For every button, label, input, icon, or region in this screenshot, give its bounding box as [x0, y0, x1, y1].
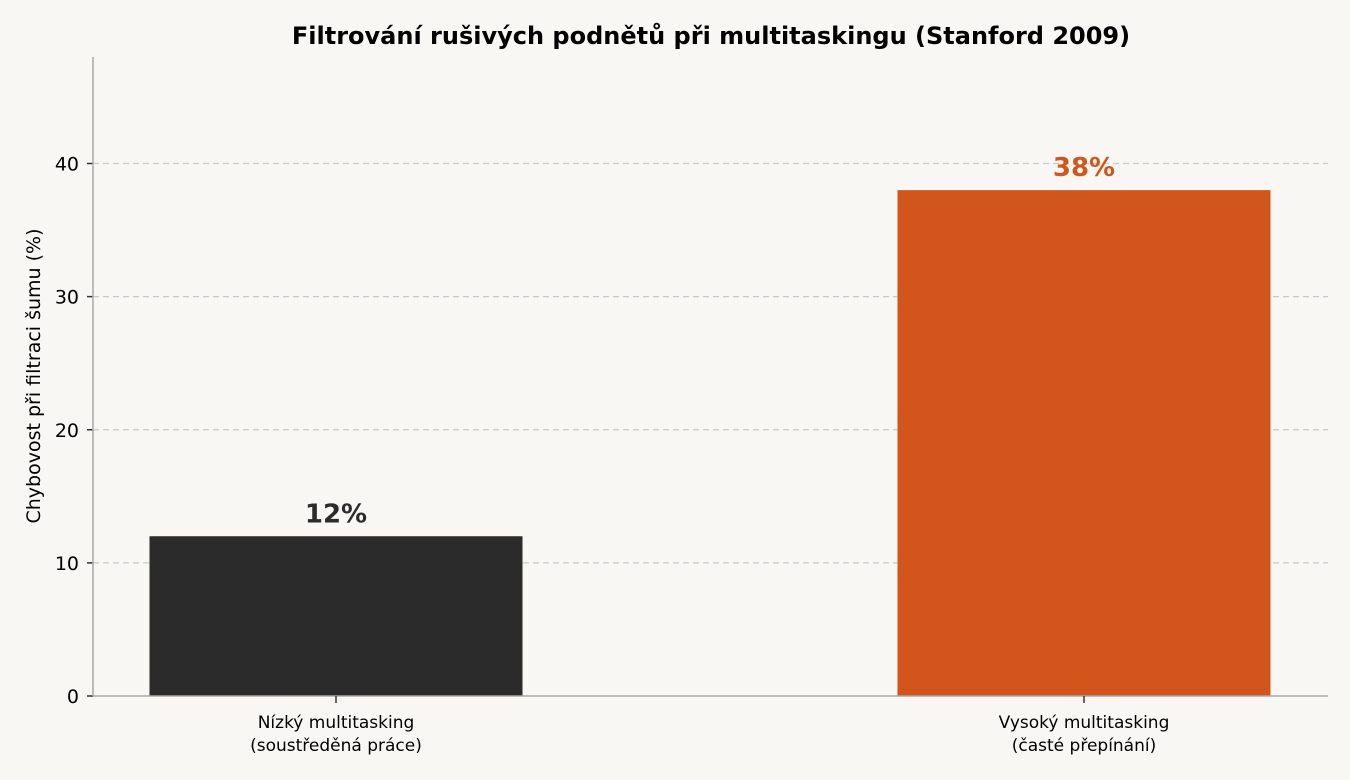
x-tick-label: (soustředěná práce) — [250, 736, 422, 756]
x-tick-label: (časté přepínání) — [1012, 736, 1156, 756]
y-tick-label: 40 — [55, 154, 79, 176]
data-label: 38% — [1053, 153, 1115, 183]
y-tick-label: 10 — [55, 553, 79, 575]
y-tick-label: 30 — [55, 287, 79, 309]
y-tick-label: 0 — [67, 686, 79, 708]
labels: 0 10 20 30 40 12% 38% Nízký multitasking (soustř… — [55, 153, 1170, 756]
x-tick-label: Vysoký multitasking — [999, 713, 1170, 733]
x-tick-label: Nízký multitasking — [258, 713, 415, 733]
bar — [149, 536, 523, 696]
y-axis-label: Chybovost při filtraci šumu (%) — [23, 228, 45, 523]
data-label: 12% — [305, 499, 367, 529]
bars — [149, 190, 1271, 696]
chart-title: Filtrování rušivých podnětů při multitas… — [292, 22, 1130, 50]
bar — [897, 190, 1271, 696]
y-tick-label: 20 — [55, 420, 79, 442]
axes — [87, 57, 1328, 703]
